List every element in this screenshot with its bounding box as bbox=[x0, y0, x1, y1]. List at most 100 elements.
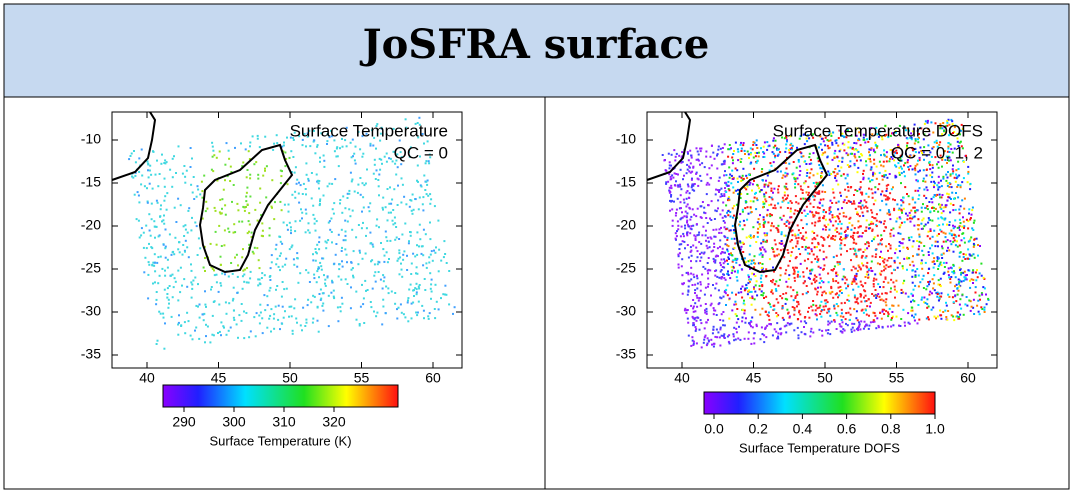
dot bbox=[368, 206, 370, 208]
dot bbox=[424, 289, 426, 291]
dot bbox=[760, 281, 762, 283]
dot bbox=[839, 221, 841, 223]
dot bbox=[873, 217, 875, 219]
dot bbox=[742, 175, 744, 177]
dot bbox=[758, 152, 760, 154]
dot bbox=[719, 262, 721, 264]
dot bbox=[707, 247, 709, 249]
dot bbox=[753, 141, 755, 143]
dot bbox=[872, 174, 874, 176]
dot bbox=[932, 261, 934, 263]
dot bbox=[348, 208, 350, 210]
dot bbox=[720, 264, 722, 266]
dot bbox=[710, 236, 712, 238]
dot bbox=[318, 236, 320, 238]
dot bbox=[706, 184, 708, 186]
dot bbox=[871, 166, 873, 168]
dot bbox=[734, 271, 736, 273]
dot bbox=[756, 325, 758, 327]
dot bbox=[322, 292, 324, 294]
dot bbox=[939, 204, 941, 206]
dot bbox=[939, 263, 941, 265]
dot bbox=[700, 322, 702, 324]
dot bbox=[785, 281, 787, 283]
dot bbox=[732, 159, 734, 161]
dot bbox=[276, 142, 278, 144]
dot bbox=[212, 150, 214, 152]
dot bbox=[765, 251, 767, 253]
dot bbox=[410, 273, 412, 275]
dot bbox=[756, 139, 758, 141]
dot bbox=[294, 172, 296, 174]
dot bbox=[174, 277, 176, 279]
dot bbox=[262, 175, 264, 177]
dot bbox=[707, 222, 709, 224]
dot bbox=[313, 277, 315, 279]
dot bbox=[167, 307, 169, 309]
dot bbox=[331, 183, 333, 185]
dot bbox=[698, 160, 700, 162]
dot bbox=[752, 183, 754, 185]
dot bbox=[888, 211, 890, 213]
dot bbox=[900, 224, 902, 226]
dot bbox=[784, 194, 786, 196]
dot bbox=[169, 169, 171, 171]
dot bbox=[871, 212, 873, 214]
dot bbox=[813, 152, 815, 154]
dot bbox=[380, 159, 382, 161]
dot bbox=[972, 282, 974, 284]
dot bbox=[340, 310, 342, 312]
dot bbox=[286, 137, 288, 139]
dot bbox=[285, 258, 287, 260]
dot bbox=[747, 293, 749, 295]
dot bbox=[866, 247, 868, 249]
dot bbox=[918, 194, 920, 196]
dot bbox=[933, 230, 935, 232]
dot bbox=[777, 332, 779, 334]
dot bbox=[799, 313, 801, 315]
dot bbox=[741, 148, 743, 150]
dot bbox=[903, 171, 905, 173]
dot bbox=[419, 238, 421, 240]
dot bbox=[300, 184, 302, 186]
dot bbox=[774, 145, 776, 147]
dot bbox=[307, 299, 309, 301]
dot bbox=[396, 237, 398, 239]
dot bbox=[834, 168, 836, 170]
dot bbox=[919, 241, 921, 243]
dot bbox=[854, 156, 856, 158]
dot bbox=[702, 226, 704, 228]
dot bbox=[382, 274, 384, 276]
dot bbox=[175, 172, 177, 174]
dot bbox=[737, 318, 739, 320]
dot bbox=[725, 182, 727, 184]
dot bbox=[768, 182, 770, 184]
dot bbox=[788, 149, 790, 151]
dot bbox=[865, 164, 867, 166]
dot bbox=[249, 277, 251, 279]
dot bbox=[705, 321, 707, 323]
dot bbox=[697, 178, 699, 180]
dot bbox=[305, 162, 307, 164]
dot bbox=[837, 305, 839, 307]
dot bbox=[883, 269, 885, 271]
dot bbox=[941, 185, 943, 187]
dot bbox=[786, 175, 788, 177]
dot bbox=[314, 296, 316, 298]
dot bbox=[388, 203, 390, 205]
dot bbox=[742, 211, 744, 213]
dot bbox=[921, 299, 923, 301]
dot bbox=[727, 237, 729, 239]
dot bbox=[718, 180, 720, 182]
dot bbox=[920, 262, 922, 264]
panel: Surface Temperature DOFSQC = 0, 1, 2-10-… bbox=[616, 112, 997, 455]
dot bbox=[955, 192, 957, 194]
dot bbox=[403, 250, 405, 252]
dot bbox=[151, 203, 153, 205]
dot bbox=[733, 232, 735, 234]
dot bbox=[314, 152, 316, 154]
dot bbox=[779, 295, 781, 297]
dot bbox=[803, 182, 805, 184]
dot bbox=[709, 218, 711, 220]
dot bbox=[155, 303, 157, 305]
